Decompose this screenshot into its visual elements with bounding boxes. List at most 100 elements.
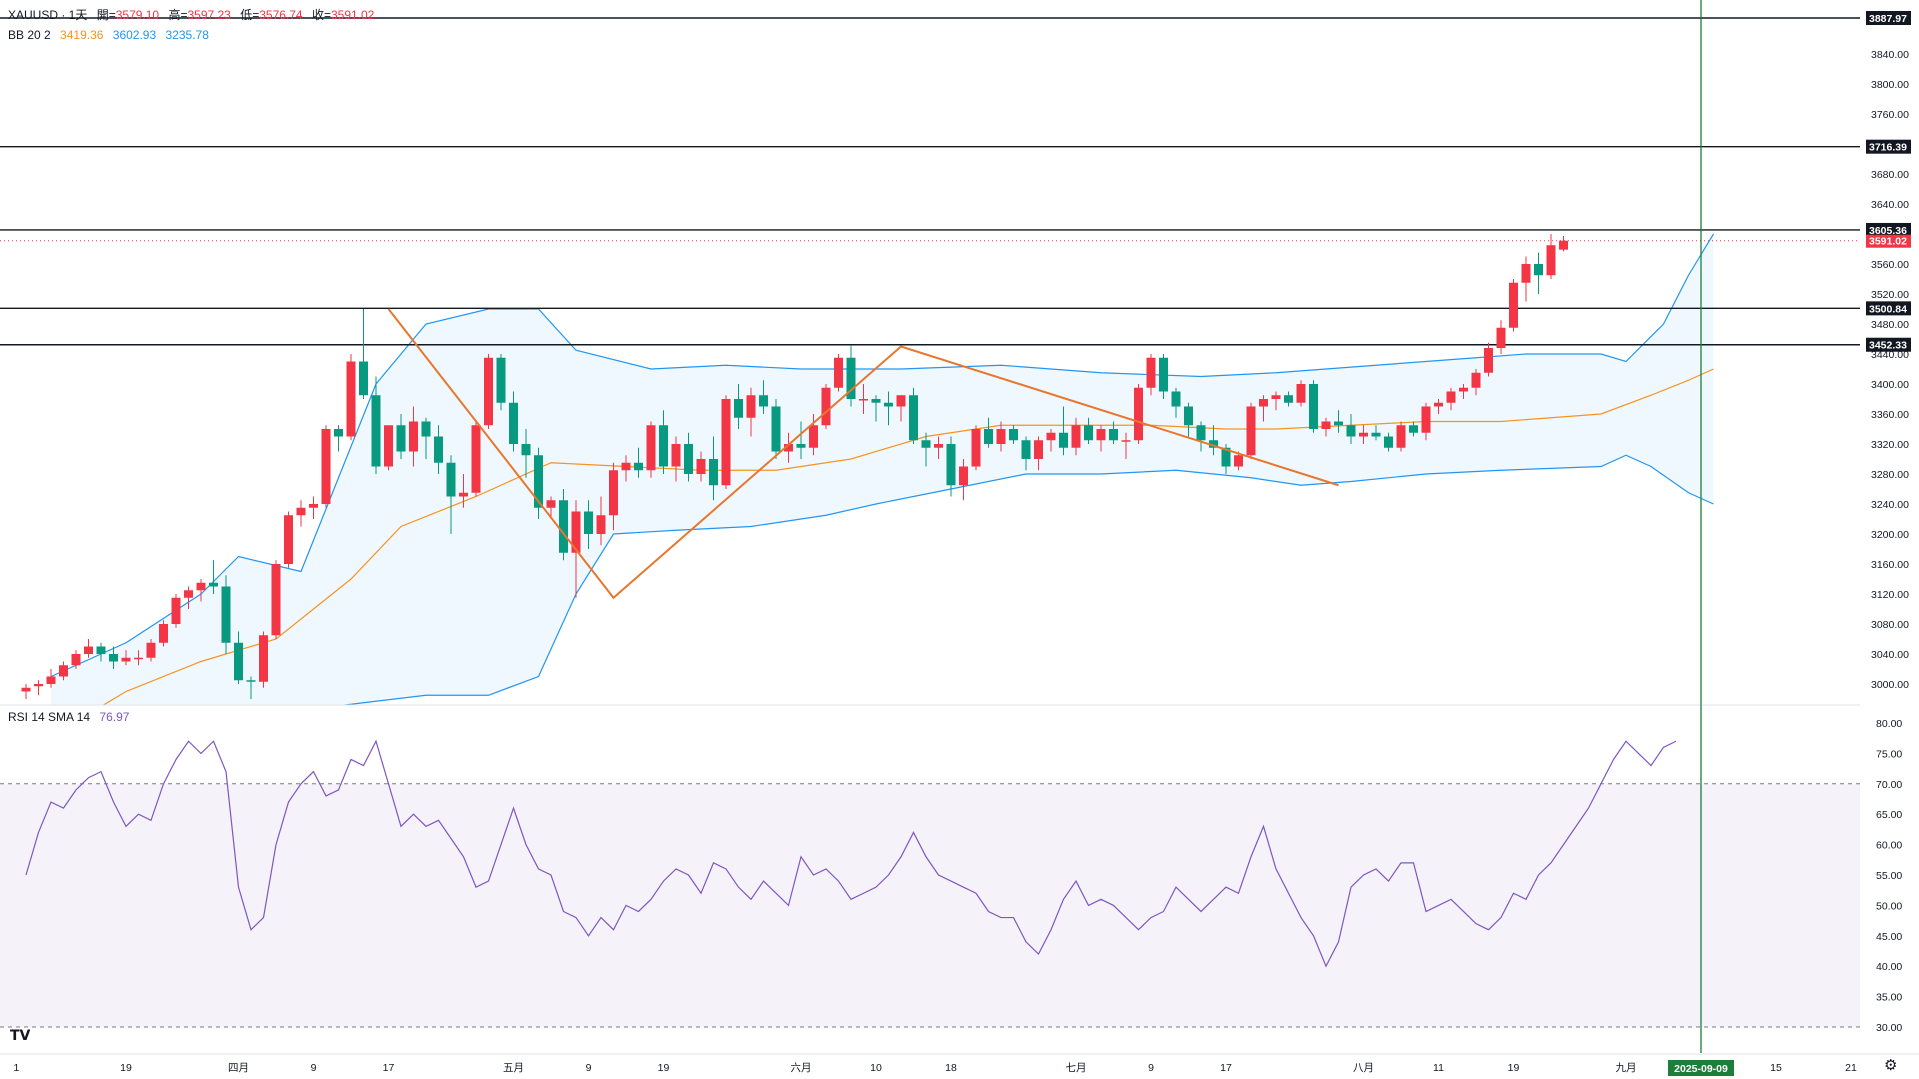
candle[interactable] [996, 421, 1006, 452]
candle[interactable] [634, 447, 643, 478]
candle[interactable] [371, 376, 381, 474]
candle[interactable] [1534, 252, 1543, 294]
candle[interactable] [759, 380, 768, 414]
candle[interactable] [709, 436, 718, 501]
candle[interactable] [1346, 413, 1356, 444]
candle[interactable] [909, 387, 918, 444]
candle[interactable] [1159, 353, 1168, 399]
candle[interactable] [646, 421, 656, 478]
candle[interactable] [596, 496, 606, 546]
trend-pattern-line[interactable] [387, 308, 1339, 600]
candle[interactable] [1209, 425, 1218, 456]
candle[interactable] [246, 676, 256, 700]
candle[interactable] [1009, 425, 1018, 444]
candle[interactable] [1034, 436, 1043, 471]
candle[interactable] [421, 417, 431, 459]
candle[interactable] [171, 593, 181, 628]
candle[interactable] [234, 631, 243, 684]
candle[interactable] [1109, 421, 1118, 444]
candle[interactable] [146, 638, 156, 662]
candle[interactable] [796, 421, 806, 459]
candle[interactable] [1059, 406, 1068, 456]
candle[interactable] [821, 383, 831, 429]
candle[interactable] [1446, 387, 1456, 411]
candle[interactable] [1046, 428, 1056, 452]
candle[interactable] [959, 458, 968, 501]
candle[interactable] [984, 417, 993, 448]
candle[interactable] [871, 395, 881, 422]
candle[interactable] [621, 455, 631, 482]
candle[interactable] [434, 425, 443, 474]
candle[interactable] [209, 560, 218, 594]
price-pane[interactable] [0, 17, 1860, 759]
tradingview-logo-icon[interactable]: TV [10, 1028, 31, 1044]
candle[interactable] [1184, 402, 1193, 437]
candle[interactable] [334, 425, 343, 452]
candle[interactable] [1234, 451, 1243, 471]
candle[interactable] [659, 410, 668, 474]
candle[interactable] [1259, 395, 1268, 422]
candle[interactable] [1146, 353, 1156, 396]
candle[interactable] [1421, 402, 1431, 441]
candle[interactable] [471, 421, 481, 497]
candle[interactable] [559, 488, 568, 561]
candle[interactable] [396, 413, 406, 459]
candle[interactable] [859, 383, 868, 414]
candle[interactable] [584, 500, 593, 549]
candle[interactable] [1171, 387, 1181, 418]
candle[interactable] [284, 511, 293, 568]
candle[interactable] [546, 496, 556, 519]
candle[interactable] [1384, 432, 1393, 452]
candle[interactable] [346, 353, 356, 441]
candle[interactable] [46, 668, 56, 688]
candle[interactable] [1559, 236, 1568, 252]
candle[interactable] [484, 353, 493, 429]
candle[interactable] [1396, 421, 1406, 452]
candle[interactable] [259, 631, 268, 688]
candle[interactable] [109, 646, 118, 669]
candle[interactable] [809, 413, 818, 456]
candle[interactable] [696, 451, 706, 482]
candle[interactable] [1484, 342, 1493, 377]
candle[interactable] [934, 436, 943, 459]
candle[interactable] [846, 344, 856, 407]
candle[interactable] [534, 447, 543, 519]
candle[interactable] [384, 425, 393, 471]
candle[interactable] [296, 500, 306, 527]
candle[interactable] [1271, 391, 1281, 411]
candle[interactable] [1409, 421, 1418, 437]
candle[interactable] [309, 496, 318, 519]
candle[interactable] [184, 586, 193, 609]
candle[interactable] [946, 436, 956, 497]
candle[interactable] [359, 308, 368, 399]
candle[interactable] [1096, 425, 1106, 452]
candle[interactable] [459, 473, 468, 508]
candle[interactable] [1196, 421, 1206, 452]
bb-legend[interactable]: BB 20 2 3419.36 3602.93 3235.78 [8, 28, 215, 42]
candle[interactable] [1121, 432, 1131, 459]
candle[interactable] [884, 391, 893, 426]
candle[interactable] [1334, 410, 1343, 433]
candle[interactable] [1309, 380, 1318, 433]
candle[interactable] [21, 684, 31, 700]
symbol-title[interactable]: XAUUSD · 1天 [8, 8, 88, 22]
rsi-legend[interactable]: RSI 14 SMA 14 76.97 [8, 710, 135, 724]
candle[interactable] [1021, 436, 1031, 471]
candle[interactable] [409, 406, 418, 467]
candle[interactable] [609, 462, 618, 531]
candle[interactable] [1071, 417, 1081, 456]
candle[interactable] [1359, 425, 1368, 444]
candle[interactable] [446, 455, 456, 534]
candle[interactable] [1434, 398, 1443, 414]
rsi-line[interactable] [25, 739, 1677, 968]
candle[interactable] [771, 398, 781, 459]
candle[interactable] [96, 642, 106, 662]
candle[interactable] [321, 425, 331, 508]
candle[interactable] [1546, 233, 1556, 279]
candle[interactable] [1296, 380, 1306, 407]
candle[interactable] [1321, 417, 1331, 437]
candle[interactable] [1509, 278, 1518, 332]
candle[interactable] [671, 436, 681, 482]
candle[interactable] [971, 425, 981, 471]
